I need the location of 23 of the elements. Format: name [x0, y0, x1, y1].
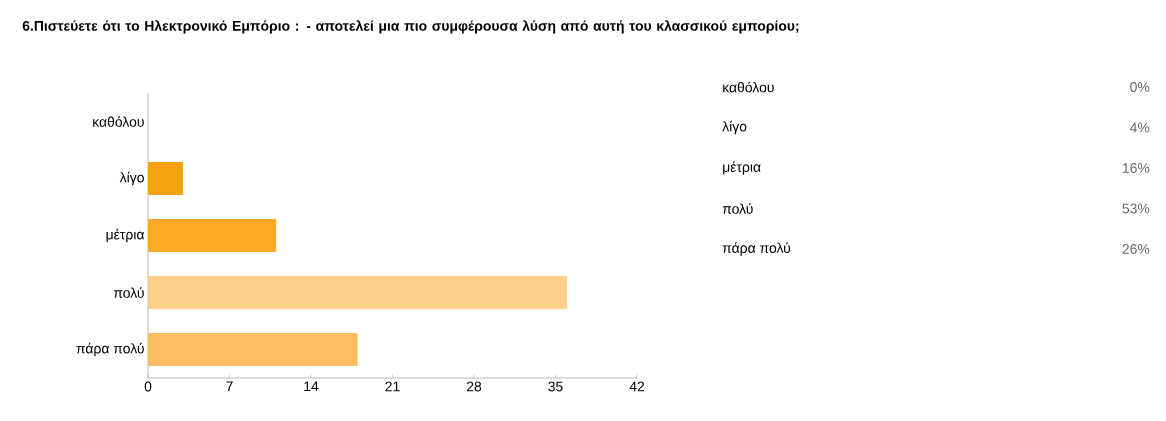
x-tick-label: 28	[466, 381, 482, 392]
x-tick-label: 42	[629, 381, 645, 392]
x-tick-label: 7	[226, 381, 233, 392]
y-tick-label: πολύ	[113, 287, 144, 298]
text: 0%	[1130, 82, 1150, 92]
y-tick-label: λίγο	[119, 171, 144, 186]
text: 26%	[1122, 244, 1150, 254]
x-tick-label: 21	[385, 381, 400, 392]
text: 4%	[1129, 122, 1150, 133]
chart-title: 6.Πιστεύετε ότι το Ηλεκτρονικό Εμπόριο : - αποτελεί μια πιο συμφέρουσα λύση από αυτή του κλασσικού εμπορίου;	[22, 20, 799, 34]
x-tick-label: 14	[304, 381, 319, 392]
x-tick-label: 0	[144, 381, 152, 392]
category-label: πολύ	[722, 203, 753, 214]
text: 16%	[1122, 163, 1150, 173]
text: 53%	[1122, 203, 1150, 214]
category-label: λίγο	[722, 120, 747, 135]
y-tick-label: πάρα πολύ	[76, 342, 144, 357]
category-label: καθόλου	[723, 81, 774, 93]
y-tick-label: καθόλου	[93, 116, 144, 127]
y-tick-label: μέτρια	[106, 228, 145, 243]
category-label: μέτρια	[723, 161, 761, 175]
x-tick-label: 35	[548, 381, 563, 392]
category-label: πάρα πολύ	[722, 242, 791, 256]
